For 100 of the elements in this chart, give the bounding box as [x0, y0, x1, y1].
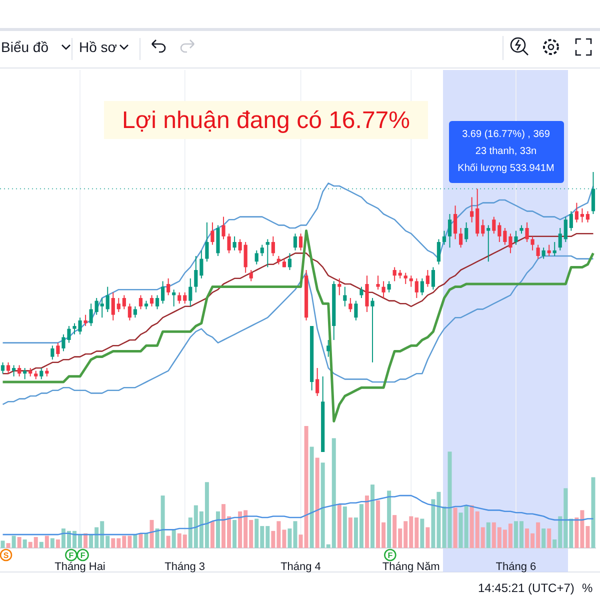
candlestick	[503, 228, 507, 246]
candlestick	[160, 280, 165, 304]
candlestick	[536, 244, 540, 260]
bar	[342, 506, 347, 548]
bar	[56, 539, 60, 548]
text: Hồ sơ	[79, 39, 117, 55]
candlestick	[448, 214, 452, 248]
candlestick	[486, 224, 490, 262]
candlestick	[431, 266, 436, 290]
candlestick	[481, 219, 485, 237]
candlestick	[205, 222, 209, 262]
bar	[39, 542, 44, 548]
candlestick	[271, 236, 275, 256]
x-tick-label: Tháng 3	[164, 561, 206, 573]
candlestick	[436, 238, 441, 265]
candlestick	[316, 368, 320, 396]
text: 14:45:21 (UTC+7)	[478, 581, 574, 595]
candlestick	[569, 210, 573, 232]
bar	[310, 446, 314, 548]
candlestick	[40, 368, 44, 380]
candlestick	[580, 208, 584, 223]
candlestick	[586, 210, 590, 223]
candlestick	[558, 228, 562, 251]
candlestick	[492, 216, 496, 234]
bar	[172, 530, 176, 548]
candlestick	[498, 222, 502, 242]
bar	[426, 527, 430, 548]
candlestick	[365, 275, 369, 312]
candlestick	[50, 345, 54, 360]
bar	[337, 504, 342, 548]
candlestick	[194, 256, 198, 293]
candlestick	[508, 233, 512, 254]
text: 3.69 (16.77%) , 369	[462, 129, 550, 140]
candlestick	[106, 286, 110, 312]
candlestick	[392, 266, 396, 282]
candlestick	[0, 362, 5, 374]
text: 23 thanh, 33n	[475, 146, 537, 157]
bar	[453, 508, 458, 548]
bar	[210, 521, 214, 548]
bar	[144, 533, 148, 548]
bar	[370, 484, 374, 548]
bar	[315, 458, 320, 548]
candlestick	[227, 233, 231, 254]
candlestick	[266, 238, 270, 268]
candlestick	[166, 278, 170, 296]
text: %	[582, 581, 593, 595]
candlestick	[238, 238, 242, 254]
candlestick	[150, 294, 154, 307]
candlestick	[564, 216, 568, 242]
bar	[216, 511, 220, 548]
candlestick	[348, 298, 352, 312]
candlestick	[155, 294, 160, 310]
candlestick	[111, 292, 115, 321]
bar	[420, 518, 424, 548]
bar	[166, 536, 170, 548]
bar	[542, 528, 546, 548]
candlestick	[376, 275, 380, 290]
text: Biểu đồ	[1, 39, 49, 55]
candlestick	[100, 298, 104, 318]
candlestick	[370, 298, 374, 363]
bar	[22, 539, 27, 548]
candlestick	[128, 303, 132, 321]
bar	[6, 543, 10, 548]
bar	[232, 520, 237, 548]
candlestick	[298, 233, 303, 251]
bar	[133, 534, 138, 548]
candlestick	[6, 362, 10, 374]
candlestick	[133, 306, 138, 318]
candlestick	[249, 270, 253, 282]
candlestick	[200, 250, 204, 279]
bar	[486, 522, 490, 548]
text: S	[3, 551, 10, 560]
candlestick	[464, 222, 468, 242]
candlestick	[574, 202, 578, 223]
bar	[44, 536, 49, 548]
bar	[348, 518, 352, 548]
bar	[150, 520, 154, 548]
candlestick	[514, 230, 518, 246]
candlestick	[326, 340, 330, 358]
candlestick	[442, 230, 446, 246]
candlestick	[12, 364, 16, 377]
candlestick	[178, 292, 182, 304]
annotation: Khối lượng 533.941M	[458, 163, 554, 174]
x-tick-label: Tháng Hai	[54, 561, 106, 573]
x-tick-label: Tháng 4	[280, 561, 321, 573]
candlestick	[138, 294, 143, 310]
candlestick	[338, 278, 342, 296]
candlestick	[18, 364, 22, 377]
candlestick	[210, 222, 214, 246]
candlestick	[293, 233, 298, 251]
candlestick	[188, 278, 192, 307]
text: F	[68, 551, 74, 560]
text: F	[80, 551, 86, 560]
candlestick	[404, 272, 408, 284]
candlestick	[84, 314, 88, 326]
x-tick-label: Tháng 6	[496, 561, 536, 573]
candlestick	[116, 298, 120, 312]
x-tick-label: Tháng Năm	[382, 561, 440, 573]
candlestick	[56, 342, 60, 358]
bar	[138, 533, 143, 548]
